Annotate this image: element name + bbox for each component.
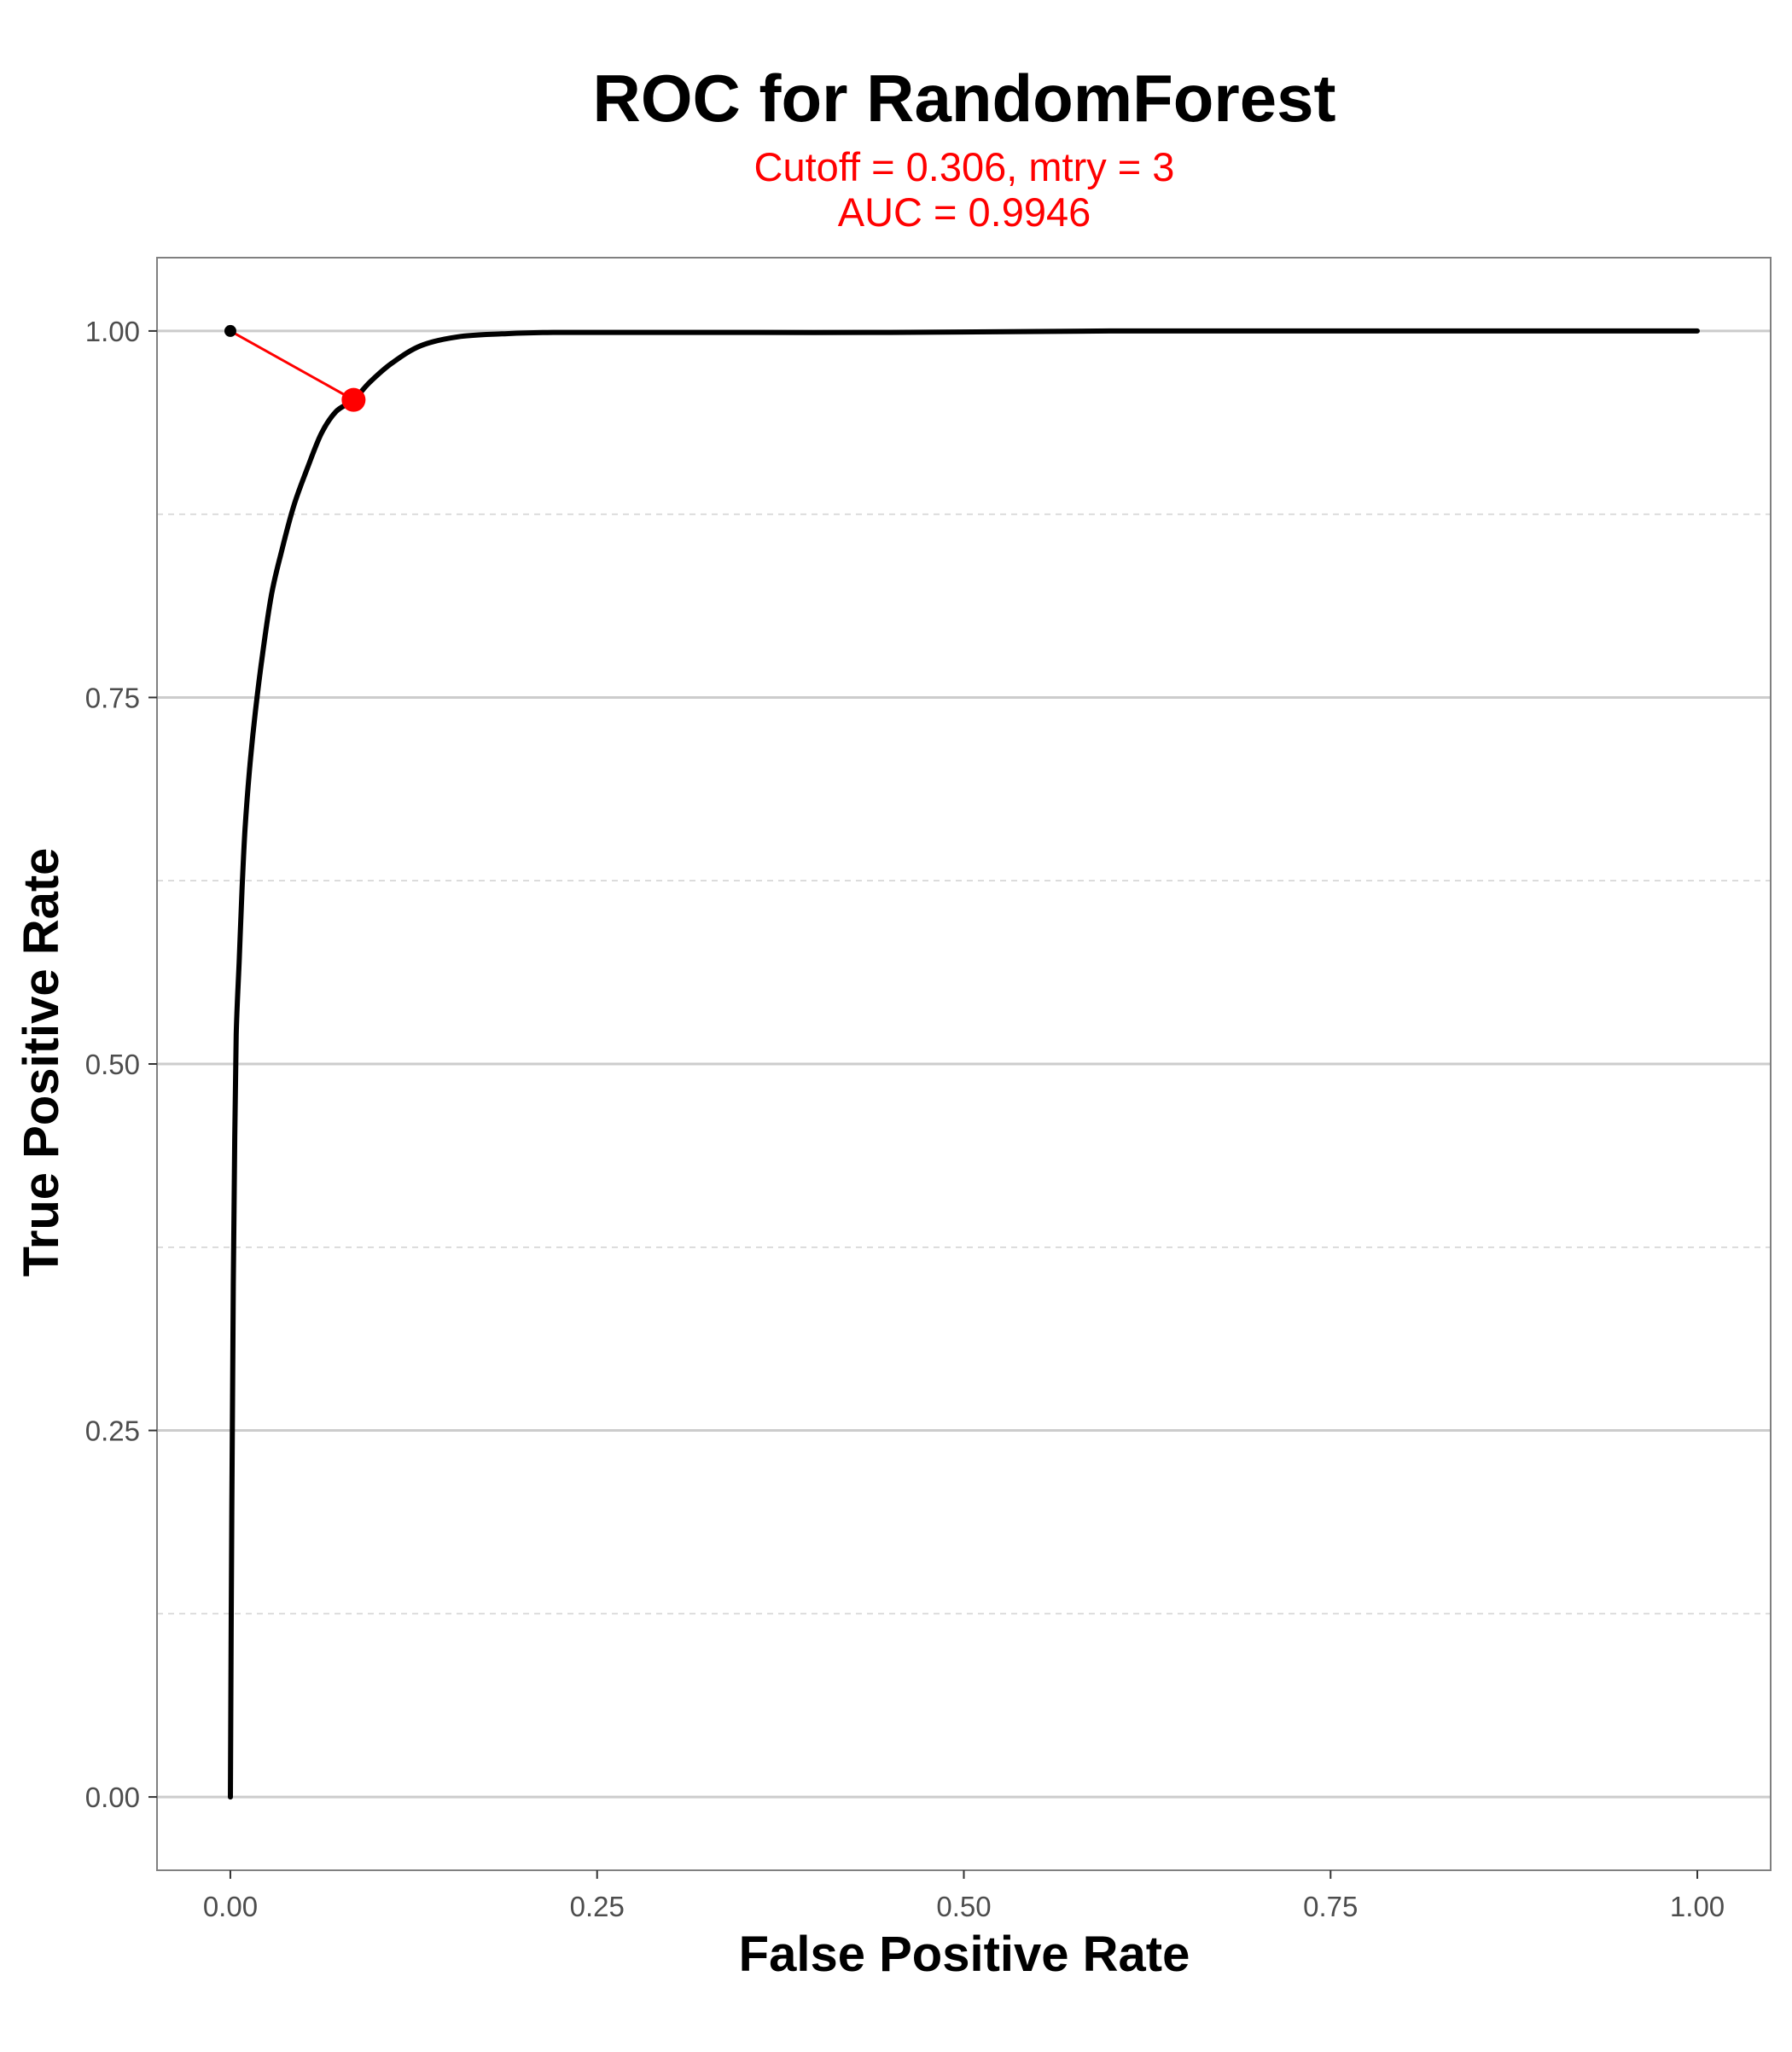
roc-curve-line	[228, 328, 1700, 1800]
y-tick-label: 0.50	[85, 1049, 140, 1080]
x-tick-label: 0.75	[1303, 1891, 1358, 1922]
cutoff-point-marker	[341, 387, 366, 412]
y-tick-label: 0.00	[85, 1782, 140, 1813]
ideal-point-marker	[224, 324, 236, 337]
x-tick-label: 1.00	[1670, 1891, 1725, 1922]
y-axis-label: True Positive Rate	[14, 848, 69, 1277]
x-tick-label: 0.25	[570, 1891, 625, 1922]
grid-layer	[157, 329, 1771, 1799]
chart-subtitle-auc: AUC = 0.9946	[838, 189, 1091, 235]
y-tick-label: 1.00	[85, 316, 140, 347]
chart-subtitle-cutoff: Cutoff = 0.306, mtry = 3	[754, 144, 1175, 189]
x-tick-label: 0.00	[203, 1891, 258, 1922]
y-tick-label: 0.75	[85, 682, 140, 713]
chart-title: ROC for RandomForest	[592, 61, 1335, 136]
x-axis-label: False Positive Rate	[739, 1927, 1190, 1982]
cutoff-distance-segment	[230, 329, 355, 401]
y-tick-label: 0.25	[85, 1415, 140, 1447]
marks-layer	[224, 324, 1700, 1800]
x-tick-label: 0.50	[936, 1891, 991, 1922]
ticks-layer: 0.00 0.25 0.50 0.75 1.00 0.00 0.25 0.50 0.75 1.00	[85, 316, 1725, 1922]
